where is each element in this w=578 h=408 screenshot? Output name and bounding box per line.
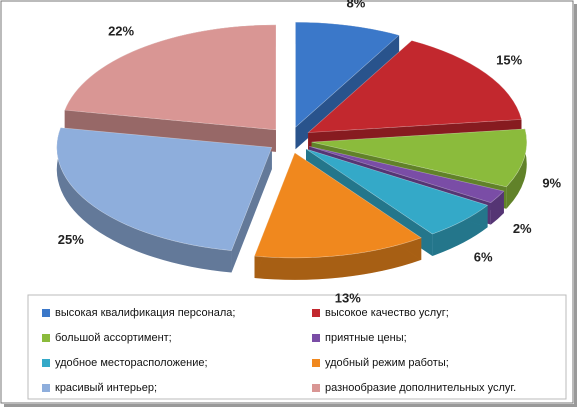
legend-label: приятные цены; <box>325 332 407 344</box>
legend-label: разнообразие дополнительных услуг. <box>325 382 516 394</box>
slice-side-shade <box>295 35 400 150</box>
slice-side <box>231 147 272 273</box>
legend-swatch <box>42 334 50 342</box>
slice <box>305 148 489 235</box>
slice-side <box>506 128 527 209</box>
slice-side-shade <box>64 110 276 152</box>
legend-label: высокая квалификация персонала; <box>55 307 235 319</box>
data-label: 15% <box>496 53 522 68</box>
slice <box>311 128 528 188</box>
slice-side <box>295 35 400 150</box>
slice-side <box>56 127 232 273</box>
slice <box>295 21 400 128</box>
legend-label: удобный режим работы; <box>325 357 449 369</box>
legend-label: красивый интерьер; <box>55 382 157 394</box>
legend-label: высокое качество услуг; <box>325 307 449 319</box>
slice <box>56 127 273 251</box>
data-label: 8% <box>347 0 366 11</box>
frame-shadow <box>4 404 577 407</box>
data-label: 2% <box>513 221 532 236</box>
data-label: 9% <box>542 175 561 190</box>
slice <box>254 152 422 259</box>
slice-side-shade <box>56 127 232 273</box>
legend-swatch <box>42 359 50 367</box>
legend-label: большой ассортимент; <box>55 332 172 344</box>
legend-swatch <box>42 309 50 317</box>
legend-swatch <box>312 384 320 392</box>
slice <box>64 24 277 131</box>
slice-side-shade <box>231 147 272 273</box>
legend-swatch <box>312 309 320 317</box>
legend-label: удобное месторасположение; <box>55 357 208 369</box>
slice-side-shade <box>506 128 527 209</box>
slice <box>307 40 522 133</box>
data-label: 13% <box>335 290 361 305</box>
slice <box>309 146 505 203</box>
slice-side <box>64 110 276 152</box>
legend-swatch <box>42 384 50 392</box>
data-label: 25% <box>58 232 84 247</box>
slice-side-shade <box>254 237 422 280</box>
frame-shadow <box>574 4 577 406</box>
legend-box <box>27 294 567 400</box>
legend-swatch <box>312 334 320 342</box>
slice-side <box>254 237 422 280</box>
data-label: 22% <box>108 23 134 38</box>
legend-swatch <box>312 359 320 367</box>
data-label: 6% <box>474 249 493 264</box>
